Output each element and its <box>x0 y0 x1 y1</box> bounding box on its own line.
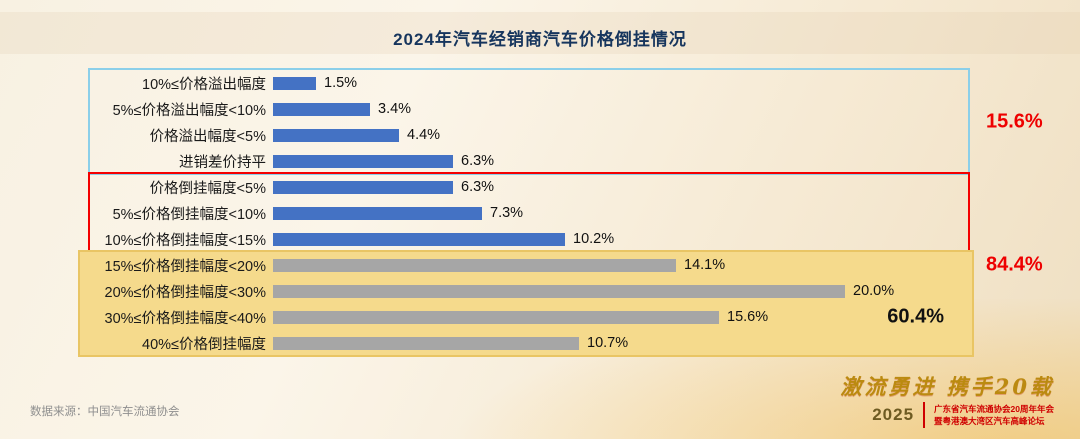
bar <box>273 154 453 168</box>
category-label: 40%≤价格倒挂幅度 <box>142 336 266 353</box>
value-label: 7.3% <box>490 205 524 221</box>
chart-row: 20%≤价格倒挂幅度<30% 20.0% <box>88 278 970 304</box>
page-title: 2024年汽车经销商汽车价格倒挂情况 <box>393 30 687 49</box>
title-band <box>0 12 1080 54</box>
bar <box>273 284 845 298</box>
value-label: 10.2% <box>573 231 615 247</box>
value-label: 3.4% <box>378 101 412 117</box>
category-label: 价格倒挂幅度<5% <box>149 180 266 197</box>
data-source: 数据来源：中国汽车流通协会 <box>30 406 180 418</box>
value-label: 4.4% <box>407 127 441 143</box>
group-annotation: 60.4% <box>887 305 944 328</box>
value-label: 20.0% <box>853 283 895 299</box>
bar-chart: 10%≤价格溢出幅度 1.5% 5%≤价格溢出幅度<10% 3.4% 价格溢出幅度<5%… <box>78 68 974 357</box>
event-title: 广东省汽车流通协会20周年年会 暨粤港澳大湾区汽车高峰论坛 <box>934 403 1054 428</box>
chart-rows: 10%≤价格溢出幅度 1.5% 5%≤价格溢出幅度<10% 3.4% 价格溢出幅度<5%… <box>88 70 970 356</box>
chart-row: 10%≤价格倒挂幅度<15% 10.2% <box>88 226 970 252</box>
divider <box>923 402 926 428</box>
chart-row: 15%≤价格倒挂幅度<20% 14.1% <box>88 252 970 278</box>
category-label: 10%≤价格溢出幅度 <box>142 76 266 93</box>
bar <box>273 102 370 116</box>
chart-row: 价格溢出幅度<5% 4.4% <box>88 122 970 148</box>
bar <box>273 76 316 90</box>
value-label: 15.6% <box>727 309 769 325</box>
bar <box>273 258 676 272</box>
chart-row: 10%≤价格溢出幅度 1.5% <box>88 70 970 96</box>
bar <box>273 232 565 246</box>
chart-row: 5%≤价格倒挂幅度<10% 7.3% <box>88 200 970 226</box>
group-annotation: 84.4% <box>986 253 1043 276</box>
category-label: 进销差价持平 <box>179 154 266 171</box>
category-label: 30%≤价格倒挂幅度<40% <box>104 310 266 327</box>
bar <box>273 336 579 350</box>
bar <box>273 310 719 324</box>
event-year: 2025 <box>872 405 915 424</box>
chart-row: 进销差价持平 6.3% <box>88 148 970 174</box>
chart-row: 40%≤价格倒挂幅度 10.7% <box>88 330 970 356</box>
event-line1: 广东省汽车流通协会20周年年会 <box>934 403 1054 414</box>
value-label: 14.1% <box>684 257 726 273</box>
category-label: 10%≤价格倒挂幅度<15% <box>104 232 266 249</box>
category-label: 15%≤价格倒挂幅度<20% <box>104 258 266 275</box>
event-line2: 暨粤港澳大湾区汽车高峰论坛 <box>934 416 1045 426</box>
bar <box>273 206 482 220</box>
chart-row: 5%≤价格溢出幅度<10% 3.4% <box>88 96 970 122</box>
chart-row: 30%≤价格倒挂幅度<40% 15.6% <box>88 304 970 330</box>
anniversary-slogan: 激流勇进 携手20载 <box>840 374 1054 399</box>
category-label: 5%≤价格溢出幅度<10% <box>112 102 266 119</box>
bar <box>273 180 453 194</box>
value-label: 6.3% <box>461 153 495 169</box>
category-label: 价格溢出幅度<5% <box>149 128 266 145</box>
event-branding: 2025 广东省汽车流通协会20周年年会 暨粤港澳大湾区汽车高峰论坛 <box>872 402 1054 428</box>
chart-row: 价格倒挂幅度<5% 6.3% <box>88 174 970 200</box>
category-label: 20%≤价格倒挂幅度<30% <box>104 284 266 301</box>
value-label: 6.3% <box>461 179 495 195</box>
bar <box>273 128 399 142</box>
category-label: 5%≤价格倒挂幅度<10% <box>112 206 266 223</box>
group-box <box>88 68 970 175</box>
value-label: 1.5% <box>324 75 358 91</box>
value-label: 10.7% <box>587 335 629 351</box>
group-annotation: 15.6% <box>986 110 1043 133</box>
